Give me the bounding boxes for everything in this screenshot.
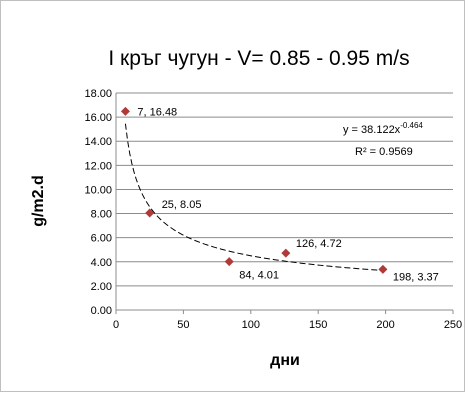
x-axis-title: дни: [270, 352, 300, 369]
data-label: 84, 4.01: [239, 270, 279, 282]
data-label: 198, 3.37: [393, 271, 439, 283]
trendline: [124, 123, 383, 271]
data-point: [281, 248, 291, 258]
label-layer: 7, 16.48 25, 8.05 84, 4.01 126, 4.72 198, 3.…: [137, 106, 438, 283]
y-tick-label: 10.00: [84, 184, 112, 196]
trendline-r-squared: R² = 0.9569: [355, 146, 413, 158]
data-point: [120, 106, 130, 116]
point-layer: [120, 106, 388, 274]
y-tick-label: 18.00: [84, 88, 112, 100]
grid-layer: [116, 92, 453, 287]
data-point: [224, 257, 234, 267]
y-tick-label: 2.00: [91, 281, 112, 293]
trendline-equation: y = 38.122x-0.464: [343, 121, 423, 136]
data-label: 126, 4.72: [296, 238, 342, 250]
data-label: 25, 8.05: [162, 199, 202, 211]
y-tick-label: 14.00: [84, 136, 112, 148]
y-tick-label: 4.00: [91, 257, 112, 269]
x-tick-label: 50: [177, 319, 189, 331]
x-tick-label: 100: [242, 319, 260, 331]
trend-layer: [124, 123, 383, 271]
x-tick-label: 250: [444, 319, 462, 331]
axis-layer: [115, 93, 454, 314]
x-tick-label: 150: [309, 319, 327, 331]
y-tick-label: 16.00: [84, 112, 112, 124]
x-tick-label: 200: [376, 319, 394, 331]
y-axis-title: g/m2.d: [30, 175, 47, 227]
y-tick-label: 0.00: [91, 305, 112, 317]
trendline-equation-exponent: -0.464: [400, 121, 423, 130]
x-tick-label: 0: [113, 319, 119, 331]
trendline-equation-base: y = 38.122x: [343, 124, 401, 136]
data-point: [145, 208, 155, 218]
y-tick-label: 12.00: [84, 160, 112, 172]
data-label: 7, 16.48: [137, 106, 177, 118]
y-tick-label: 8.00: [91, 209, 112, 221]
tick-layer: 0.00 2.00 4.00 6.00 8.00 10.00 12.00 14.00 16.00…: [84, 88, 462, 331]
chart-title: І кръг чугун - V= 0.85 - 0.95 m/s: [108, 47, 409, 70]
data-point: [378, 264, 388, 274]
y-tick-label: 6.00: [91, 233, 112, 245]
